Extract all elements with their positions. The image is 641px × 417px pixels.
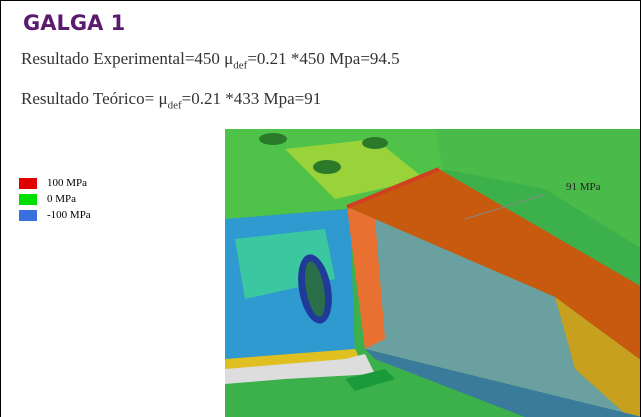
text: Resultado Teórico= μ <box>21 89 168 108</box>
legend-label: 100 MPa <box>47 177 87 189</box>
annotation: 91 MPa <box>566 181 601 193</box>
title: GALGA 1 <box>23 11 125 35</box>
text: Resultado Experimental=450 μ <box>21 49 233 68</box>
legend-label: -100 MPa <box>47 209 91 221</box>
subscript: def <box>168 99 182 111</box>
legend-swatch <box>19 194 37 205</box>
text: =0.21 *433 Mpa=91 <box>182 89 322 108</box>
result-line: Resultado Experimental=450 μdef=0.21 *45… <box>21 49 400 71</box>
legend-item: 0 MPa <box>19 191 91 207</box>
fea-image <box>225 129 641 417</box>
legend-swatch <box>19 178 37 189</box>
text: =0.21 *450 Mpa=94.5 <box>247 49 399 68</box>
slide: GALGA 1 Resultado Experimental=450 μdef=… <box>0 0 641 417</box>
subscript: def <box>233 59 247 71</box>
legend: 100 MPa 0 MPa -100 MPa <box>19 175 91 223</box>
legend-swatch <box>19 210 37 221</box>
legend-item: -100 MPa <box>19 207 91 223</box>
legend-item: 100 MPa <box>19 175 91 191</box>
result-line: Resultado Teórico= μdef=0.21 *433 Mpa=91 <box>21 89 321 111</box>
legend-label: 0 MPa <box>47 193 76 205</box>
